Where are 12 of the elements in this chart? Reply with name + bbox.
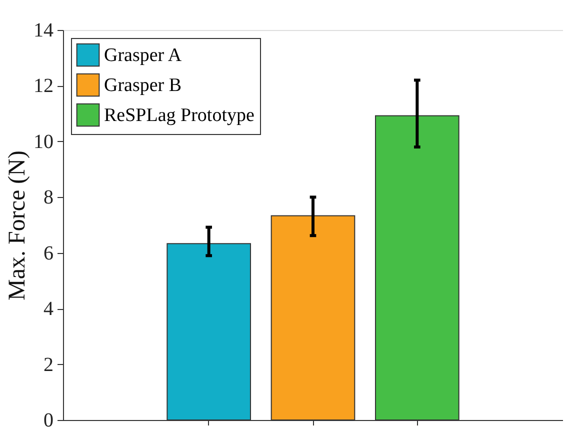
y-tick-label: 4: [44, 298, 54, 320]
y-tick-label: 2: [44, 354, 54, 376]
y-axis-title: Max. Force (N): [4, 150, 30, 300]
legend-label: Grasper B: [104, 75, 182, 96]
legend-label: ReSPLag Prototype: [104, 105, 254, 126]
y-tick-label: 8: [44, 186, 54, 209]
y-tick-label: 6: [44, 242, 54, 264]
y-tick-label: 14: [34, 20, 54, 42]
y-tick-label: 0: [44, 410, 54, 432]
legend-label: Grasper A: [104, 45, 182, 66]
y-tick-label: 12: [34, 75, 54, 98]
y-tick-label: 10: [34, 130, 54, 153]
